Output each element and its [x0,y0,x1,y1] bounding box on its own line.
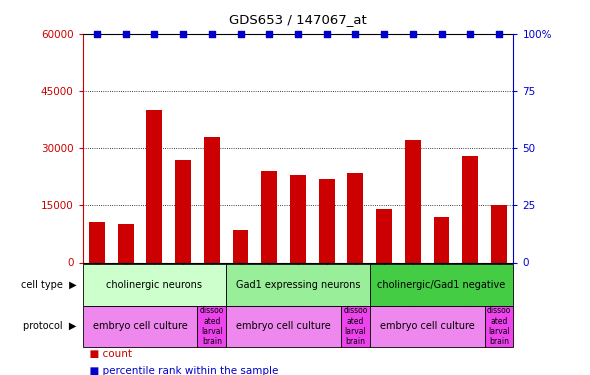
Point [121,31,130,37]
Point [350,31,360,37]
Bar [491,205,507,262]
Text: embryo cell culture: embryo cell culture [236,321,331,331]
Bar [83,264,226,306]
Bar [370,306,484,347]
Bar [463,156,478,262]
Bar [370,264,513,306]
Point [322,31,332,37]
Bar [484,306,513,347]
Text: embryo cell culture: embryo cell culture [380,321,474,331]
Bar [146,110,162,262]
Text: ■ count: ■ count [83,350,132,359]
Text: embryo cell culture: embryo cell culture [93,321,188,331]
Point [92,31,101,37]
Point [494,31,504,37]
Point [178,31,188,37]
Text: Gad1 expressing neurons: Gad1 expressing neurons [235,280,360,290]
Bar [198,306,226,347]
Bar [348,173,363,262]
Text: protocol  ▶: protocol ▶ [24,321,77,331]
Text: dissoo
ated
larval
brain: dissoo ated larval brain [199,306,224,347]
Bar [290,175,306,262]
Point [408,31,418,37]
Point [379,31,389,37]
Bar [175,160,191,262]
Bar [405,141,421,262]
Bar [434,217,450,262]
Text: cholinergic/Gad1 negative: cholinergic/Gad1 negative [378,280,506,290]
Bar [226,264,370,306]
Bar [261,171,277,262]
Text: dissoo
ated
larval
brain: dissoo ated larval brain [487,306,511,347]
Text: cholinergic neurons: cholinergic neurons [106,280,202,290]
Text: ■ percentile rank within the sample: ■ percentile rank within the sample [83,366,278,375]
Point [207,31,217,37]
Text: cell type  ▶: cell type ▶ [21,280,77,290]
Bar [319,178,335,262]
Bar [341,306,370,347]
Text: GDS653 / 147067_at: GDS653 / 147067_at [229,13,367,26]
Bar [232,230,248,262]
Point [236,31,245,37]
Point [150,31,159,37]
Point [264,31,274,37]
Bar [376,209,392,262]
Text: dissoo
ated
larval
brain: dissoo ated larval brain [343,306,368,347]
Point [437,31,446,37]
Bar [226,306,341,347]
Bar [89,222,105,262]
Bar [83,306,198,347]
Bar [118,224,133,262]
Point [466,31,475,37]
Bar [204,136,219,262]
Point [293,31,303,37]
